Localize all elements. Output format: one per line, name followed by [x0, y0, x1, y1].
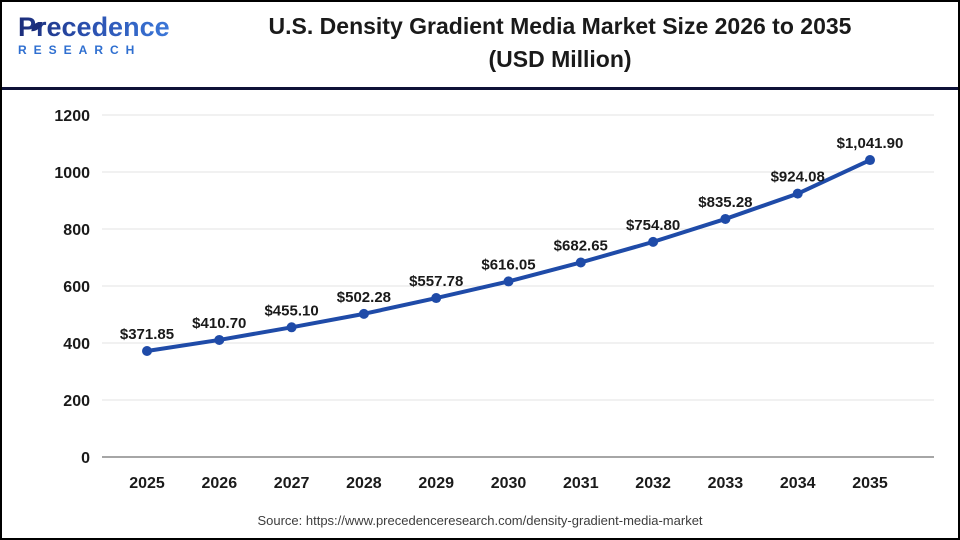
- data-point-label: $455.10: [264, 302, 318, 319]
- x-axis-tick-label: 2030: [491, 475, 527, 492]
- data-point-marker: [720, 213, 731, 224]
- data-point-label: $754.80: [626, 217, 680, 234]
- data-point-marker: [358, 308, 369, 319]
- x-axis-tick-label: 2035: [852, 475, 888, 492]
- x-axis-tick-label: 2027: [274, 475, 310, 492]
- data-point-marker: [792, 188, 803, 199]
- y-axis-tick-label: 1000: [54, 165, 90, 182]
- x-axis-tick-label: 2025: [129, 475, 165, 492]
- y-axis-tick-label: 1200: [54, 108, 90, 125]
- data-point-label: $371.85: [120, 326, 174, 343]
- x-axis-tick-label: 2028: [346, 475, 382, 492]
- y-axis-tick-label: 800: [63, 222, 90, 239]
- y-axis-tick-label: 600: [63, 279, 90, 296]
- data-point-label: $1,041.90: [837, 135, 904, 152]
- y-axis-tick-label: 400: [63, 336, 90, 353]
- x-axis-tick-label: 2029: [418, 475, 454, 492]
- data-point-marker: [865, 155, 875, 166]
- y-axis-tick-label: 0: [81, 450, 90, 467]
- data-point-label: $410.70: [192, 315, 246, 332]
- data-point-label: $682.65: [554, 237, 608, 254]
- header-divider: [2, 87, 958, 90]
- x-axis-tick-label: 2033: [708, 475, 744, 492]
- data-point-label: $502.28: [337, 289, 391, 306]
- x-axis-tick-label: 2031: [563, 475, 599, 492]
- precedence-research-logo: Precedence RESEARCH: [18, 12, 188, 57]
- data-point-marker: [286, 322, 297, 333]
- x-axis-tick-label: 2034: [780, 475, 816, 492]
- data-point-label: $835.28: [698, 194, 752, 211]
- chart-title: U.S. Density Gradient Media Market Size …: [172, 10, 948, 77]
- logo-subtitle: RESEARCH: [18, 43, 142, 57]
- x-axis-tick-label: 2026: [202, 475, 238, 492]
- source-caption: Source: https://www.precedenceresearch.c…: [257, 513, 703, 528]
- data-point-marker: [142, 346, 152, 357]
- data-point-marker: [214, 334, 225, 345]
- leaf-icon: [31, 21, 43, 32]
- chart-title-line1: U.S. Density Gradient Media Market Size …: [268, 13, 852, 39]
- data-point-marker: [431, 293, 442, 304]
- data-point-label: $616.05: [481, 256, 535, 273]
- logo-wordmark: Precedence: [18, 12, 170, 42]
- data-point-marker: [503, 276, 514, 287]
- data-point-marker: [648, 236, 659, 247]
- y-axis-tick-label: 200: [63, 393, 90, 410]
- header: Precedence RESEARCH U.S. Density Gradien…: [2, 2, 958, 88]
- chart-title-line2: (USD Million): [488, 46, 632, 73]
- data-point-label: $924.08: [771, 169, 825, 186]
- data-point-marker: [575, 257, 586, 268]
- data-point-label: $557.78: [409, 273, 463, 290]
- x-axis-tick-label: 2032: [635, 475, 671, 492]
